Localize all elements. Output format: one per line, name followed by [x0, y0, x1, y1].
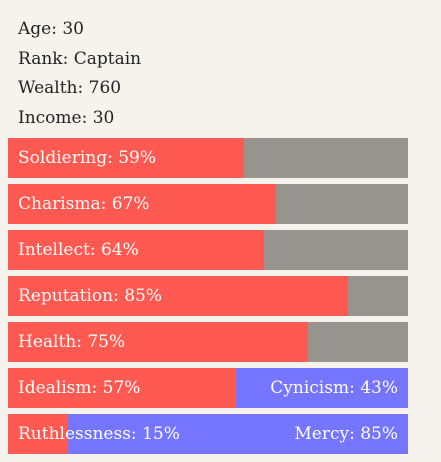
- character-stats: Age: 30 Rank: Captain Wealth: 760 Income…: [18, 15, 141, 133]
- idealism-bar-fill: [8, 368, 236, 408]
- mercy-label: Mercy: 85%: [294, 424, 398, 444]
- reputation-bar: Reputation: 85%: [8, 276, 408, 316]
- soldiering-bar: Soldiering: 59%: [8, 138, 408, 178]
- charisma-bar-fill: [8, 184, 276, 224]
- reputation-label: Reputation: 85%: [18, 286, 163, 306]
- wealth-stat: Wealth: 760: [18, 78, 122, 98]
- ruthlessness-bar-fill: [8, 414, 68, 454]
- health-label: Health: 75%: [18, 332, 126, 352]
- cynicism-label: Cynicism: 43%: [270, 378, 398, 398]
- reputation-bar-fill: [8, 276, 348, 316]
- ruthlessness-mercy-bar: Ruthlessness: 15% Mercy: 85%: [8, 414, 408, 454]
- health-bar-fill: [8, 322, 308, 362]
- idealism-label: Idealism: 57%: [18, 378, 141, 398]
- income-stat: Income: 30: [18, 107, 115, 128]
- intellect-bar: Intellect: 64%: [8, 230, 408, 270]
- charisma-label: Charisma: 67%: [18, 194, 150, 214]
- charisma-bar: Charisma: 67%: [8, 184, 408, 224]
- intellect-label: Intellect: 64%: [18, 240, 139, 260]
- soldiering-label: Soldiering: 59%: [18, 148, 157, 168]
- stat-bars: Soldiering: 59% Charisma: 67% Intellect:…: [8, 138, 408, 460]
- age-stat: Age: 30: [18, 19, 84, 39]
- soldiering-bar-fill: [8, 138, 244, 178]
- idealism-cynicism-bar: Idealism: 57% Cynicism: 43%: [8, 368, 408, 408]
- rank-stat: Rank: Captain: [18, 48, 142, 69]
- intellect-bar-fill: [8, 230, 264, 270]
- ruthlessness-label: Ruthlessness: 15%: [18, 424, 180, 444]
- health-bar: Health: 75%: [8, 322, 408, 362]
